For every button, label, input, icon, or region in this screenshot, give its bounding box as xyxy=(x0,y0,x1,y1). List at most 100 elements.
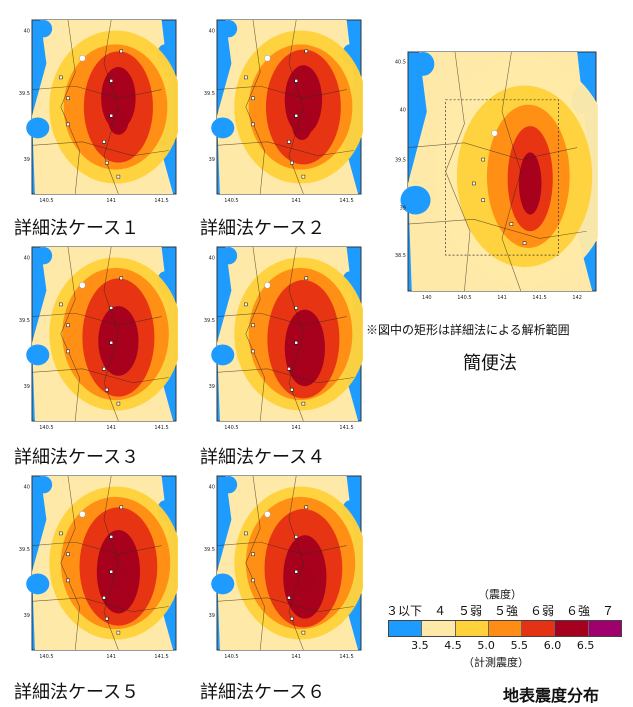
city-marker xyxy=(290,387,294,392)
x-tick-label: 141 xyxy=(106,654,116,660)
boundary-line xyxy=(245,246,265,422)
intensity-contour xyxy=(284,309,325,387)
caption-case-4: 詳細法ケース４ xyxy=(200,447,326,468)
city-marker xyxy=(102,367,106,371)
city-marker xyxy=(294,569,298,574)
y-tick-label: 39 xyxy=(209,384,215,390)
y-tick-label: 40 xyxy=(209,255,215,261)
x-tick-label: 141 xyxy=(291,198,301,204)
city-marker xyxy=(287,596,291,600)
legend-tick-label: 4.5 xyxy=(444,639,462,652)
map-body xyxy=(26,19,178,195)
figure-title: 地表震度分布 xyxy=(503,686,600,705)
caption-case-5: 詳細法ケース５ xyxy=(14,682,140,703)
city-marker xyxy=(294,306,298,310)
city-marker xyxy=(105,160,109,165)
y-tick-label: 39.5 xyxy=(19,547,30,553)
volcano-marker xyxy=(79,282,86,289)
overview-note: ※図中の矩形は詳細法による解析範囲 xyxy=(366,323,570,337)
boundary-line xyxy=(31,541,162,555)
caption-case-1: 詳細法ケース１ xyxy=(14,218,140,239)
city-marker xyxy=(66,122,70,127)
intensity-contour xyxy=(109,554,128,590)
x-tick-label: 140 xyxy=(422,295,432,301)
caption-case-6: 詳細法ケース６ xyxy=(200,682,326,703)
boundary-line xyxy=(31,85,162,99)
city-marker xyxy=(109,340,113,345)
sea-patch xyxy=(211,344,235,366)
city-marker xyxy=(251,578,255,583)
intensity-map-overview: 40.5 40 39.5 39 38.5 140 140.5 141 141.5 142 xyxy=(395,51,598,301)
city-marker xyxy=(109,113,113,118)
sea-patch xyxy=(219,20,238,38)
city-marker xyxy=(301,401,306,406)
city-marker xyxy=(509,222,514,226)
y-tick-label: 40 xyxy=(24,255,30,261)
city-marker xyxy=(481,157,485,162)
y-tick-label: 39.5 xyxy=(204,547,215,553)
city-marker xyxy=(59,75,63,80)
city-marker xyxy=(119,505,124,510)
intensity-map-case-3: 40 39.5 39 140.5 141 141.5 xyxy=(19,246,178,431)
volcano-marker xyxy=(264,511,271,518)
boundary-line xyxy=(407,142,578,160)
boundary-line xyxy=(501,51,522,292)
legend-swatch xyxy=(588,621,621,636)
sea-patch xyxy=(34,20,53,38)
sea-patch xyxy=(34,247,53,265)
caption-case-2: 詳細法ケース２ xyxy=(200,218,326,239)
city-marker xyxy=(301,174,306,179)
legend-classes: ３以下 ４ ５弱 ５強 ６弱 ６強 ７ xyxy=(386,604,615,618)
city-marker xyxy=(116,401,121,406)
city-marker xyxy=(472,181,476,186)
city-marker xyxy=(102,140,106,144)
city-marker xyxy=(304,276,309,281)
city-marker xyxy=(66,578,70,583)
city-marker xyxy=(481,198,485,202)
map-body xyxy=(26,475,178,651)
y-tick-label: 39.5 xyxy=(395,158,406,164)
legend-swatch xyxy=(455,621,489,636)
sea-patch xyxy=(34,476,53,494)
city-marker xyxy=(251,122,255,127)
boundary-line xyxy=(216,597,354,613)
intensity-contour xyxy=(296,563,314,598)
caption-case-3: 詳細法ケース３ xyxy=(14,447,140,468)
map-body xyxy=(400,51,598,292)
y-tick-label: 39 xyxy=(209,157,215,163)
volcano-marker xyxy=(264,55,271,62)
legend-footer: （計測震度） xyxy=(463,656,529,669)
legend-tick-label: 5.5 xyxy=(510,639,529,652)
boundary-line xyxy=(31,368,169,384)
y-tick-label: 38.5 xyxy=(395,253,406,259)
boundary-line xyxy=(245,475,265,651)
city-marker xyxy=(102,596,106,600)
boundary-line xyxy=(245,19,265,195)
city-marker xyxy=(66,323,70,328)
y-tick-label: 39.5 xyxy=(19,91,30,97)
city-marker xyxy=(244,302,248,307)
intensity-contour xyxy=(518,152,542,215)
x-tick-label: 141.5 xyxy=(154,654,168,660)
y-tick-label: 40.5 xyxy=(395,60,406,66)
x-tick-label: 141 xyxy=(291,425,301,431)
detailed-analysis-area xyxy=(445,99,559,256)
city-marker xyxy=(66,349,70,354)
city-marker xyxy=(294,340,298,345)
x-tick-label: 141.5 xyxy=(154,425,168,431)
sea-patch xyxy=(211,117,235,139)
y-tick-label: 40 xyxy=(209,484,215,490)
sea-patch xyxy=(411,52,435,76)
city-marker xyxy=(109,535,113,539)
x-tick-label: 141 xyxy=(497,295,507,301)
x-tick-label: 141 xyxy=(291,654,301,660)
boundary-line xyxy=(288,475,304,651)
city-marker xyxy=(66,552,70,557)
sea-patch xyxy=(219,247,238,265)
city-marker xyxy=(251,96,255,101)
city-marker xyxy=(301,630,306,635)
y-tick-label: 39.5 xyxy=(19,318,30,324)
city-marker xyxy=(251,323,255,328)
boundary-line xyxy=(288,19,304,195)
city-marker xyxy=(109,79,113,83)
